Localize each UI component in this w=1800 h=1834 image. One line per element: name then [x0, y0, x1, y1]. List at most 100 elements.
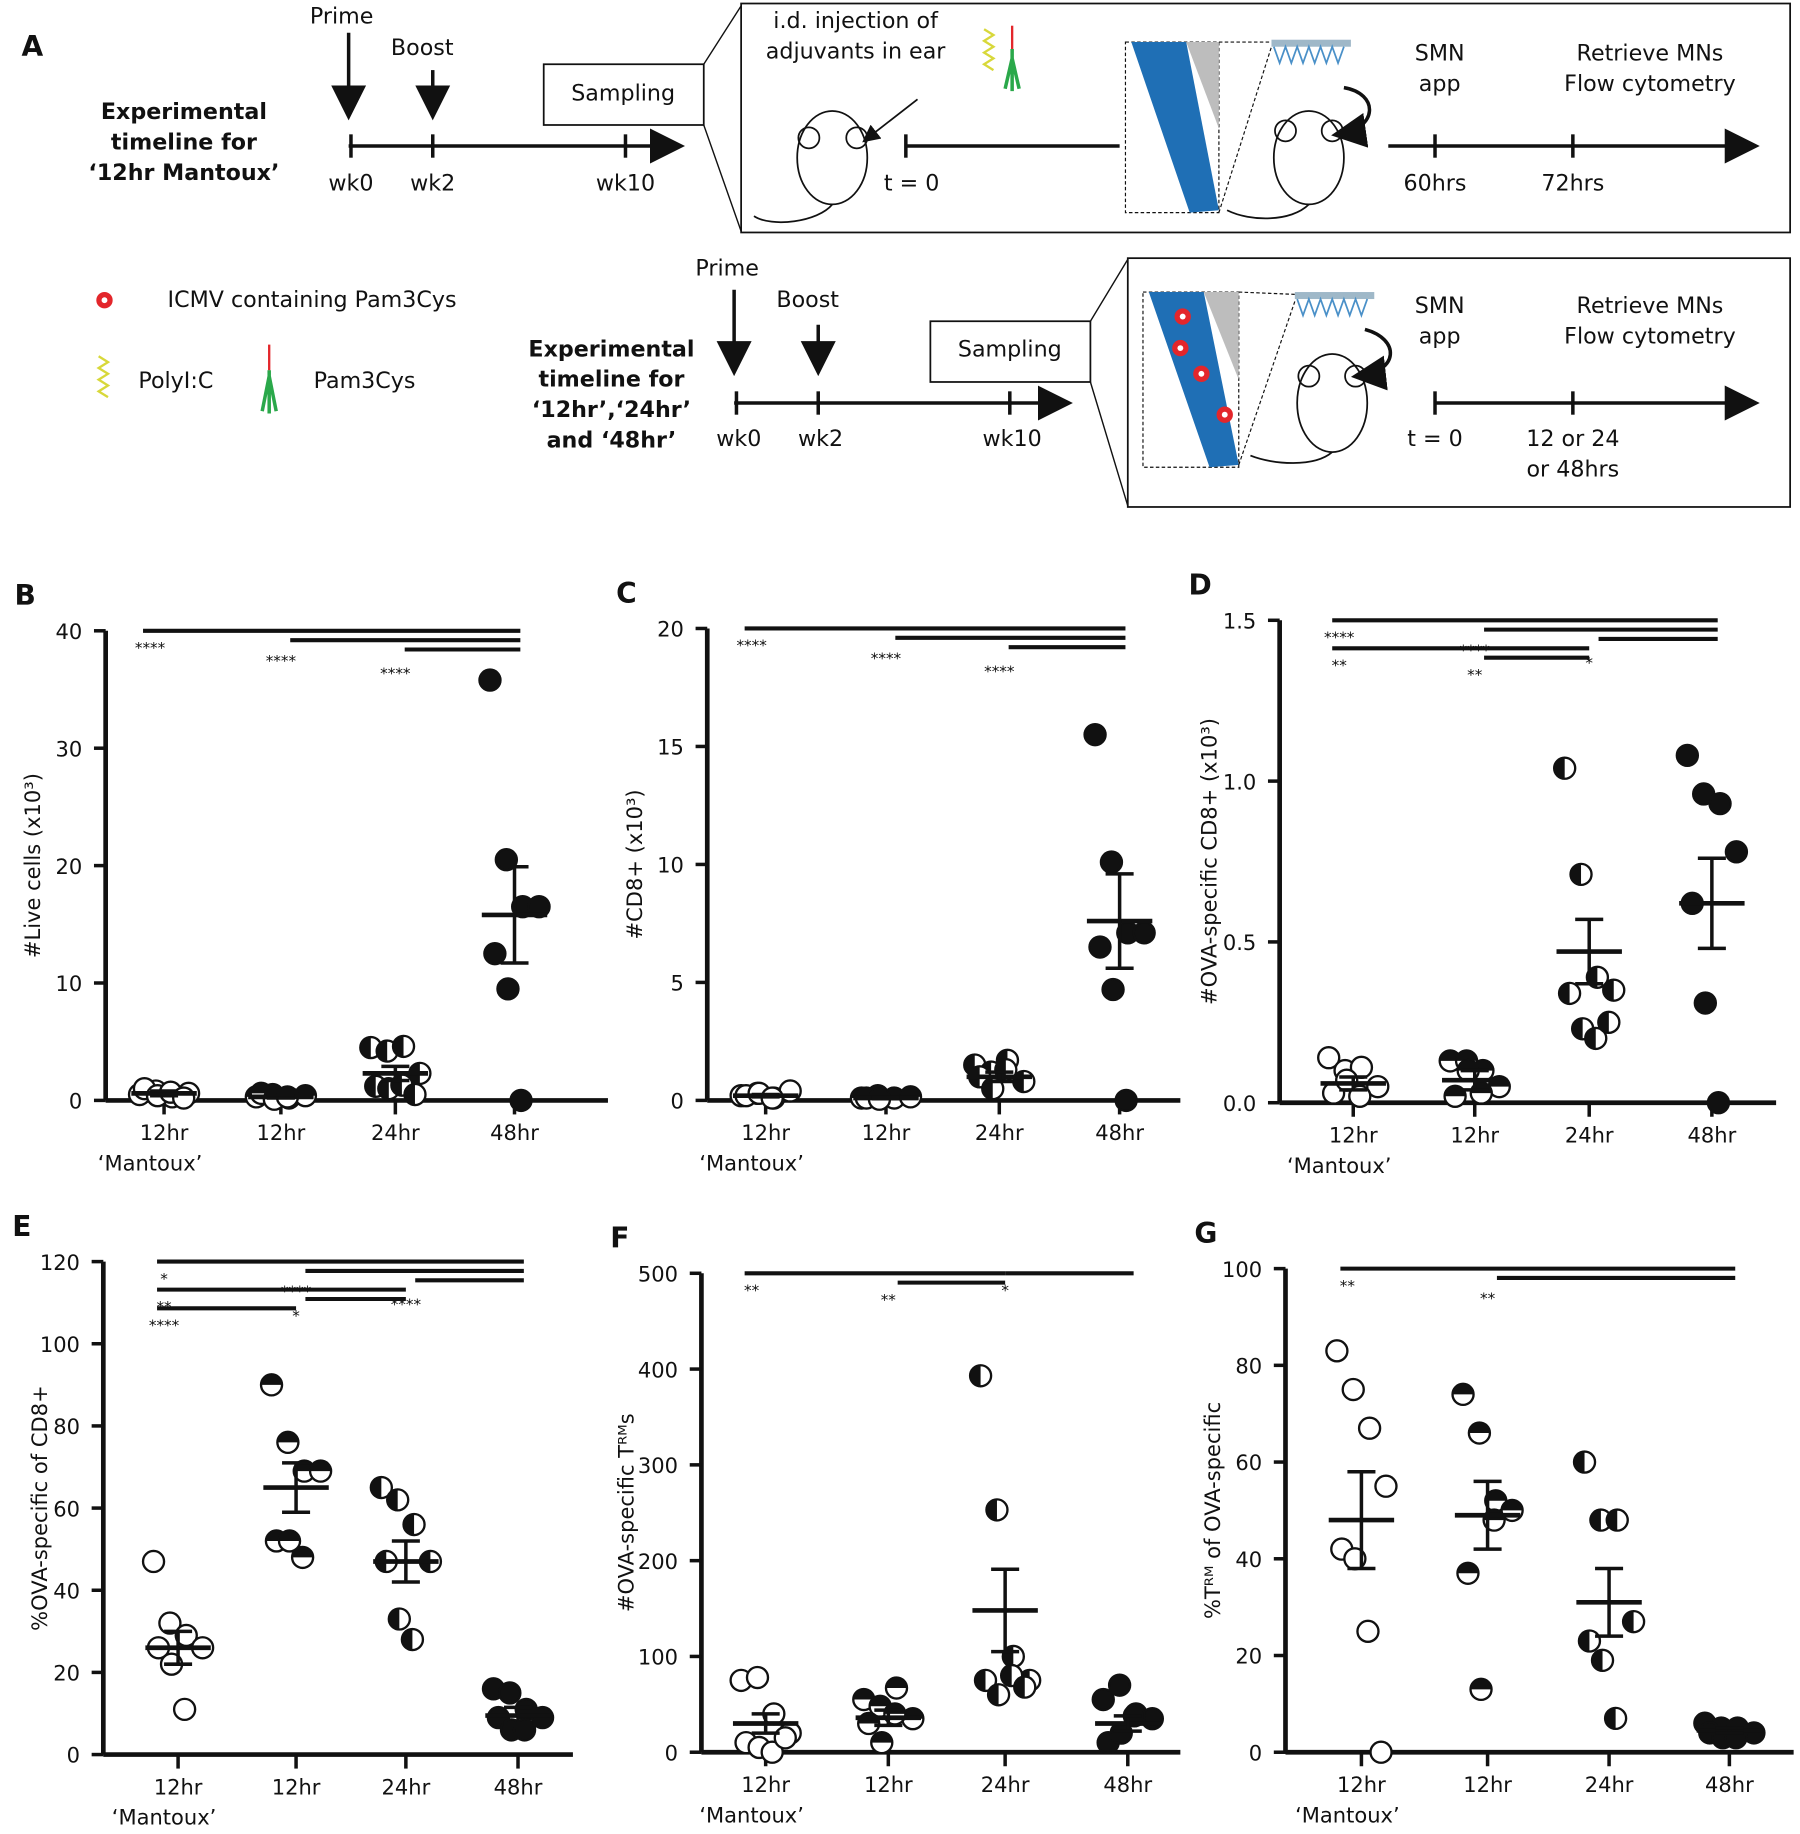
data-point-fill	[1603, 979, 1614, 1001]
data-point	[1107, 1673, 1132, 1697]
data-point	[1706, 1091, 1731, 1115]
group	[729, 1665, 802, 1764]
data-point-fill	[1485, 1490, 1507, 1501]
y-tick-label: 20	[53, 1661, 80, 1686]
data-point-fill	[982, 1078, 993, 1100]
x-tick-label: ‘Mantoux’	[112, 1805, 217, 1830]
data-point-fill	[360, 1037, 371, 1059]
x-tick-label: 24hr	[371, 1120, 420, 1145]
microneedle-icon	[1294, 292, 1375, 319]
week-label: wk0	[716, 426, 761, 452]
t0-label: t = 0	[1407, 426, 1463, 452]
data-point	[1091, 1687, 1115, 1712]
data-point-fill	[1501, 1499, 1523, 1511]
data-point	[1132, 921, 1156, 945]
group	[1675, 743, 1749, 1115]
significance-label: ****	[1324, 628, 1355, 646]
data-point-fill	[279, 1530, 301, 1541]
group	[1325, 1339, 1398, 1764]
significance-label: **	[1332, 657, 1348, 675]
data-point	[1675, 743, 1700, 768]
data-point	[1357, 1416, 1382, 1440]
data-point-fill	[310, 1460, 332, 1472]
timeline-12hr-mantoux: Experimental timeline for ‘12hr Mantoux’…	[88, 2, 1792, 234]
sampling-label: Sampling	[571, 80, 675, 106]
y-tick-label: 100	[1222, 1257, 1262, 1282]
panel-e: E 0 20 40 60 80 100 120 %OVA-specific of CD8+ 12h…	[12, 1210, 573, 1830]
group	[1451, 1382, 1524, 1702]
x-tick-label: 12hr	[1450, 1122, 1499, 1147]
data-point	[1369, 1740, 1393, 1764]
data-point-fill	[970, 1365, 981, 1387]
significance-label: *	[292, 1307, 300, 1325]
data-point	[498, 1681, 522, 1705]
y-tick-label: 0	[67, 1743, 80, 1768]
data-point	[1693, 991, 1718, 1015]
data-point	[141, 1549, 166, 1574]
smn-label: SMN	[1415, 41, 1465, 67]
y-tick-label: 0	[1249, 1740, 1262, 1765]
data-point-fill	[1559, 982, 1570, 1004]
data-point	[494, 848, 519, 872]
timeline-title: timeline for	[538, 367, 684, 393]
data-point-fill	[869, 1695, 891, 1707]
data-point	[1708, 791, 1732, 816]
data-point-fill	[292, 1546, 314, 1558]
time-label: 60hrs	[1404, 170, 1467, 196]
data-point-fill	[1014, 1676, 1025, 1698]
timeline-title: timeline for	[111, 130, 257, 156]
week-label: wk10	[983, 426, 1042, 452]
mouse-icon	[753, 110, 869, 223]
retrieve-label: Flow cytometry	[1564, 71, 1736, 97]
significance-label: **	[881, 1291, 897, 1309]
y-tick-label: 40	[53, 1578, 80, 1603]
data-point-fill	[1605, 1707, 1616, 1729]
x-tick-label: 24hr	[975, 1120, 1024, 1145]
group	[963, 1048, 1036, 1101]
data-point-fill	[1572, 1018, 1583, 1040]
data-point	[1374, 1474, 1398, 1498]
legend-polyic: PolyI:C	[138, 368, 213, 394]
data-point	[496, 977, 520, 1001]
skin-section-icon	[1131, 42, 1219, 213]
retrieve-label: Flow cytometry	[1564, 323, 1736, 349]
y-axis-label: #CD8+ (x10³)	[622, 789, 647, 939]
panel-g: G 0 20 40 60 80 100 %Tᴿᴹ of OVA-specific 12hr ‘Ma…	[1194, 1217, 1794, 1827]
data-point-fill	[1554, 757, 1565, 779]
panel-f: F 0 100 200 300 400 500 #OVA-specific Tᴿᴹs 12hr ‘…	[610, 1222, 1181, 1827]
prime-label: Prime	[310, 3, 374, 29]
data-point	[1724, 840, 1749, 864]
data-point	[1083, 722, 1107, 747]
x-tick-label: 12hr	[140, 1120, 189, 1145]
y-tick-label: 120	[40, 1250, 80, 1275]
y-tick-label: 200	[638, 1549, 678, 1574]
panel-b: B 0 10 20 30 40 #Live cells (x10³) 12hr ‘Mantoux…	[15, 579, 608, 1175]
y-tick-label: 80	[53, 1414, 80, 1439]
significance-label: ****	[380, 665, 411, 683]
x-tick-label: 12hr	[1463, 1772, 1512, 1797]
y-tick-label: 0.5	[1223, 930, 1256, 955]
y-tick-label: 30	[56, 736, 83, 761]
significance-label: **	[1467, 666, 1483, 684]
y-tick-label: 0	[69, 1089, 82, 1114]
sampling-label: Sampling	[958, 336, 1062, 362]
data-point-fill	[261, 1374, 283, 1385]
data-point	[483, 941, 507, 966]
significance-label: **	[1480, 1290, 1496, 1308]
y-tick-label: 15	[657, 735, 684, 760]
time-label: or 48hrs	[1526, 457, 1619, 483]
data-point-fill	[1623, 1611, 1634, 1633]
y-tick-label: 40	[56, 619, 83, 644]
x-tick-label: ‘Mantoux’	[98, 1150, 203, 1175]
t0-label: t = 0	[884, 170, 940, 196]
mouse-icon	[1226, 85, 1372, 220]
significance-label: ****	[266, 652, 297, 670]
group	[127, 1076, 201, 1110]
panel-letter: B	[15, 579, 36, 612]
data-point-fill	[1574, 1451, 1585, 1473]
data-point	[172, 1697, 197, 1722]
x-tick-label: 12hr	[1337, 1772, 1386, 1797]
group	[481, 1677, 555, 1742]
data-point	[1099, 850, 1124, 874]
